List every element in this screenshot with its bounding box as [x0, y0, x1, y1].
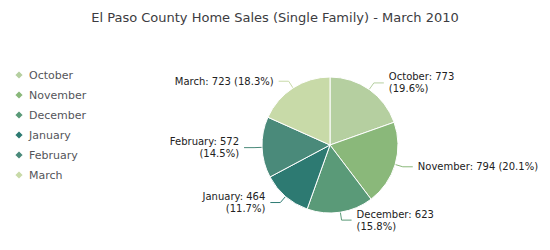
svg-text:El Paso County Home Sales (Sin: El Paso County Home Sales (Single Family…	[91, 10, 459, 25]
svg-text:(11.7%): (11.7%)	[226, 203, 266, 214]
svg-text:January: January	[28, 129, 71, 142]
svg-text:March: 723 (18.3%): March: 723 (18.3%)	[175, 76, 274, 87]
svg-text:(14.5%): (14.5%)	[199, 148, 239, 159]
svg-text:November: 794 (20.1%): November: 794 (20.1%)	[418, 161, 538, 172]
svg-text:February: 572: February: 572	[170, 136, 239, 147]
svg-text:(15.8%): (15.8%)	[357, 221, 397, 232]
svg-text:December: December	[29, 109, 87, 122]
svg-text:October: October	[29, 69, 73, 82]
svg-text:October: 773: October: 773	[389, 71, 454, 82]
svg-text:(19.6%): (19.6%)	[389, 83, 429, 94]
svg-text:January: 464: January: 464	[202, 191, 266, 202]
svg-text:February: February	[29, 149, 78, 162]
svg-text:December: 623: December: 623	[357, 209, 434, 220]
svg-text:November: November	[29, 89, 87, 102]
svg-text:March: March	[29, 169, 63, 182]
